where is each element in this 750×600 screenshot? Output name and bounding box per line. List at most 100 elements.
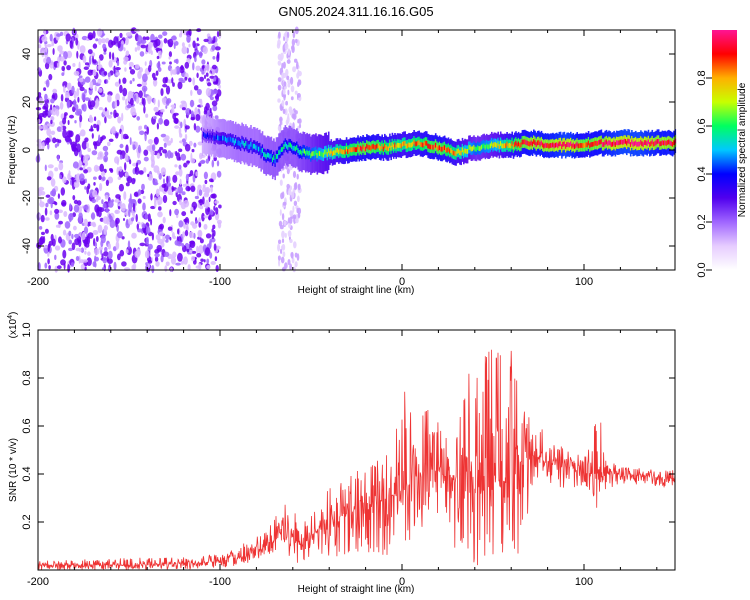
noise-speck bbox=[185, 108, 191, 116]
ridge-cell bbox=[214, 136, 217, 141]
noise-speck bbox=[199, 160, 206, 164]
noise-speck bbox=[176, 152, 181, 161]
noise-speck bbox=[287, 230, 292, 238]
noise-speck bbox=[186, 160, 191, 164]
noise-speck bbox=[98, 107, 103, 111]
x-tick-label: 0 bbox=[399, 276, 405, 288]
ridge-cell bbox=[570, 141, 572, 147]
noise-speck bbox=[277, 243, 281, 252]
ridge-cell bbox=[489, 143, 492, 149]
ridge-cell bbox=[465, 149, 468, 154]
noise-speck bbox=[98, 175, 102, 181]
ridge-cell bbox=[543, 143, 545, 149]
noise-speck bbox=[54, 208, 60, 214]
colorbar-tick-label: 0.4 bbox=[696, 166, 708, 181]
y-tick-label: 0.8 bbox=[21, 370, 33, 385]
noise-speck bbox=[152, 182, 159, 186]
colorbar-tick-label: 0.6 bbox=[696, 118, 708, 133]
ridge-cell bbox=[414, 141, 417, 147]
noise-speck bbox=[151, 72, 156, 79]
noise-speck bbox=[165, 261, 170, 267]
ridge-cell bbox=[610, 142, 613, 147]
ridge-cell bbox=[256, 144, 259, 150]
spectrogram-x-axis-title: Height of straight line (km) bbox=[298, 285, 415, 296]
noise-speck bbox=[93, 176, 97, 180]
noise-speck bbox=[209, 107, 212, 114]
noise-speck bbox=[175, 58, 179, 64]
noise-speck bbox=[66, 99, 71, 109]
noise-speck bbox=[293, 182, 297, 191]
noise-speck bbox=[83, 169, 88, 174]
noise-speck bbox=[278, 85, 281, 91]
ridge-cell bbox=[312, 151, 315, 156]
noise-speck bbox=[80, 247, 85, 253]
noise-speck bbox=[211, 44, 216, 51]
noise-speck bbox=[188, 140, 193, 146]
noise-speck bbox=[188, 43, 191, 48]
noise-speck bbox=[37, 262, 41, 271]
noise-speck bbox=[75, 256, 80, 261]
ridge-cell bbox=[581, 143, 584, 148]
noise-speck bbox=[143, 167, 147, 173]
noise-speck bbox=[62, 129, 67, 139]
noise-speck bbox=[52, 238, 56, 247]
ridge-cell bbox=[622, 140, 624, 145]
noise-speck bbox=[211, 64, 217, 70]
noise-speck bbox=[44, 228, 49, 234]
noise-speck bbox=[186, 34, 191, 43]
spectrogram-ridge bbox=[201, 115, 677, 181]
noise-speck bbox=[146, 95, 152, 102]
noise-speck bbox=[184, 133, 188, 141]
noise-speck bbox=[286, 31, 290, 39]
ridge-cell bbox=[261, 148, 264, 153]
noise-speck bbox=[72, 106, 76, 113]
noise-speck bbox=[136, 116, 140, 121]
ridge-cell bbox=[350, 147, 353, 153]
noise-speck bbox=[44, 62, 50, 70]
noise-speck bbox=[52, 137, 57, 144]
noise-speck bbox=[97, 209, 102, 218]
noise-speck bbox=[200, 258, 204, 262]
noise-speck bbox=[124, 36, 129, 46]
ridge-cell bbox=[451, 149, 454, 155]
noise-speck bbox=[104, 107, 107, 112]
noise-speck bbox=[156, 122, 159, 130]
ridge-cell bbox=[513, 142, 516, 147]
ridge-cell bbox=[455, 151, 457, 157]
ridge-cell bbox=[456, 148, 459, 154]
noise-speck bbox=[78, 248, 82, 252]
noise-speck bbox=[94, 85, 97, 92]
noise-speck bbox=[155, 38, 161, 47]
ridge-cell bbox=[628, 139, 631, 144]
noise-speck bbox=[95, 38, 99, 42]
noise-speck bbox=[73, 98, 77, 108]
noise-speck bbox=[215, 265, 219, 272]
noise-speck bbox=[129, 80, 133, 85]
ridge-cell bbox=[325, 149, 327, 155]
noise-speck bbox=[46, 176, 52, 181]
ridge-cell bbox=[482, 143, 484, 149]
ridge-cell bbox=[352, 147, 354, 152]
noise-speck bbox=[199, 198, 204, 206]
noise-speck bbox=[82, 155, 89, 164]
noise-speck bbox=[48, 73, 53, 81]
noise-speck bbox=[287, 113, 290, 120]
ridge-cell bbox=[327, 148, 330, 154]
ridge-cell bbox=[516, 142, 519, 148]
noise-speck bbox=[215, 93, 219, 102]
ridge-cell bbox=[203, 131, 205, 137]
noise-speck bbox=[282, 251, 286, 258]
ridge-cell bbox=[434, 142, 437, 148]
noise-speck bbox=[114, 100, 118, 109]
noise-speck bbox=[44, 207, 48, 216]
ridge-cell bbox=[372, 143, 375, 149]
noise-speck bbox=[37, 140, 42, 149]
noise-speck bbox=[207, 82, 212, 87]
noise-speck bbox=[204, 201, 210, 209]
ridge-cell bbox=[538, 140, 540, 145]
ridge-cell bbox=[438, 145, 441, 150]
noise-speck bbox=[84, 178, 87, 184]
ridge-cell bbox=[536, 140, 539, 146]
noise-speck bbox=[283, 93, 286, 101]
noise-speck bbox=[163, 178, 165, 185]
